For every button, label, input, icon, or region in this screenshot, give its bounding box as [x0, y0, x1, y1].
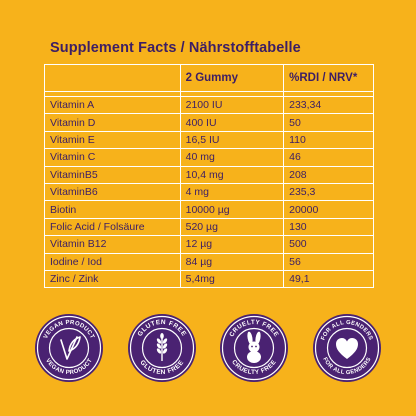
nutrient-name: Vitamin B12: [44, 235, 181, 254]
all-genders-badge: FOR ALL GENDERS FOR ALL GENDERS: [312, 313, 382, 383]
cruelty-free-badge: CRUELTY FREE CRUELTY FREE: [219, 313, 289, 383]
nutrient-amount: 5,4mg: [179, 269, 285, 289]
bunny-icon: [247, 331, 262, 363]
table-row: VitaminB6 4 mg 235,3: [44, 182, 374, 202]
nutrient-name: Biotin: [44, 200, 181, 219]
vegan-badge-graphic: VEGAN PRODUCT VEGAN PRODUCT: [35, 314, 103, 382]
nutrient-name: Vitamin E: [44, 130, 181, 150]
table-row: VitaminB5 10,4 mg 208: [44, 165, 374, 184]
heart-icon: [335, 338, 358, 359]
nutrient-rdi: 130: [283, 217, 374, 237]
nutrient-amount: 10000 µg: [179, 200, 285, 219]
table-row: Vitamin A 2100 IU 233,34: [44, 95, 374, 115]
nutrient-amount: 400 IU: [179, 113, 285, 132]
certification-badges: VEGAN PRODUCT VEGAN PRODUCT GLUTEN FREE …: [34, 313, 382, 383]
nutrient-amount: 16,5 IU: [179, 130, 285, 150]
nutrient-rdi: 46: [283, 148, 374, 167]
nutrient-amount: 40 mg: [179, 148, 285, 167]
table-header-row: 2 Gummy %RDI / NRV*: [44, 64, 374, 92]
nutrient-rdi: 233,34: [283, 95, 374, 115]
gluten-free-badge: GLUTEN FREE GLUTEN FREE: [127, 313, 197, 383]
supplement-facts-table: 2 Gummy %RDI / NRV* Vitamin A 2100 IU 233,…: [44, 64, 374, 289]
nutrient-amount: 12 µg: [179, 235, 285, 254]
table-row: Folic Acid / Folsäure 520 µg 130: [44, 217, 374, 237]
nutrient-rdi: 56: [283, 252, 374, 271]
leaf-v-icon: [60, 336, 81, 360]
nutrient-name: Iodine / Iod: [44, 252, 181, 271]
nutrient-amount: 10,4 mg: [179, 165, 285, 184]
nutrient-amount: 4 mg: [179, 182, 285, 202]
nutrient-rdi: 20000: [283, 200, 374, 219]
nutrient-name: Vitamin C: [44, 148, 181, 167]
page-title: Supplement Facts / Nährstofftabelle: [50, 40, 301, 56]
nutrient-name: Vitamin D: [44, 113, 181, 132]
nutrient-rdi: 235,3: [283, 182, 374, 202]
header-rdi: %RDI / NRV*: [283, 64, 374, 92]
nutrient-name: Vitamin A: [44, 95, 181, 115]
nutrient-name: VitaminB5: [44, 165, 181, 184]
table-row: Vitamin B12 12 µg 500: [44, 235, 374, 254]
table-row: Vitamin C 40 mg 46: [44, 148, 374, 167]
nutrient-rdi: 208: [283, 165, 374, 184]
nutrient-amount: 2100 IU: [179, 95, 285, 115]
nutrient-rdi: 500: [283, 235, 374, 254]
nutrient-rdi: 110: [283, 130, 374, 150]
gluten-free-badge-graphic: GLUTEN FREE GLUTEN FREE: [127, 314, 196, 382]
table-row: Vitamin D 400 IU 50: [44, 113, 374, 132]
nutrient-name: Zinc / Zink: [44, 269, 181, 289]
table-row: Zinc / Zink 5,4mg 49,1: [44, 269, 374, 289]
wheat-icon: [156, 333, 167, 361]
nutrient-name: Folic Acid / Folsäure: [44, 217, 181, 237]
vegan-badge: VEGAN PRODUCT VEGAN PRODUCT: [34, 313, 104, 383]
nutrient-name: VitaminB6: [44, 182, 181, 202]
header-nutrient: [44, 64, 181, 92]
nutrient-rdi: 50: [283, 113, 374, 132]
all-genders-badge-graphic: FOR ALL GENDERS FOR ALL GENDERS: [312, 314, 381, 382]
table-row: Vitamin E 16,5 IU 110: [44, 130, 374, 150]
table-row: Iodine / Iod 84 µg 56: [44, 252, 374, 271]
header-amount: 2 Gummy: [179, 64, 285, 92]
table-row: Biotin 10000 µg 20000: [44, 200, 374, 219]
nutrient-amount: 84 µg: [179, 252, 285, 271]
nutrient-amount: 520 µg: [179, 217, 285, 237]
nutrient-rdi: 49,1: [283, 269, 374, 289]
cruelty-free-badge-graphic: CRUELTY FREE CRUELTY FREE: [220, 314, 289, 382]
